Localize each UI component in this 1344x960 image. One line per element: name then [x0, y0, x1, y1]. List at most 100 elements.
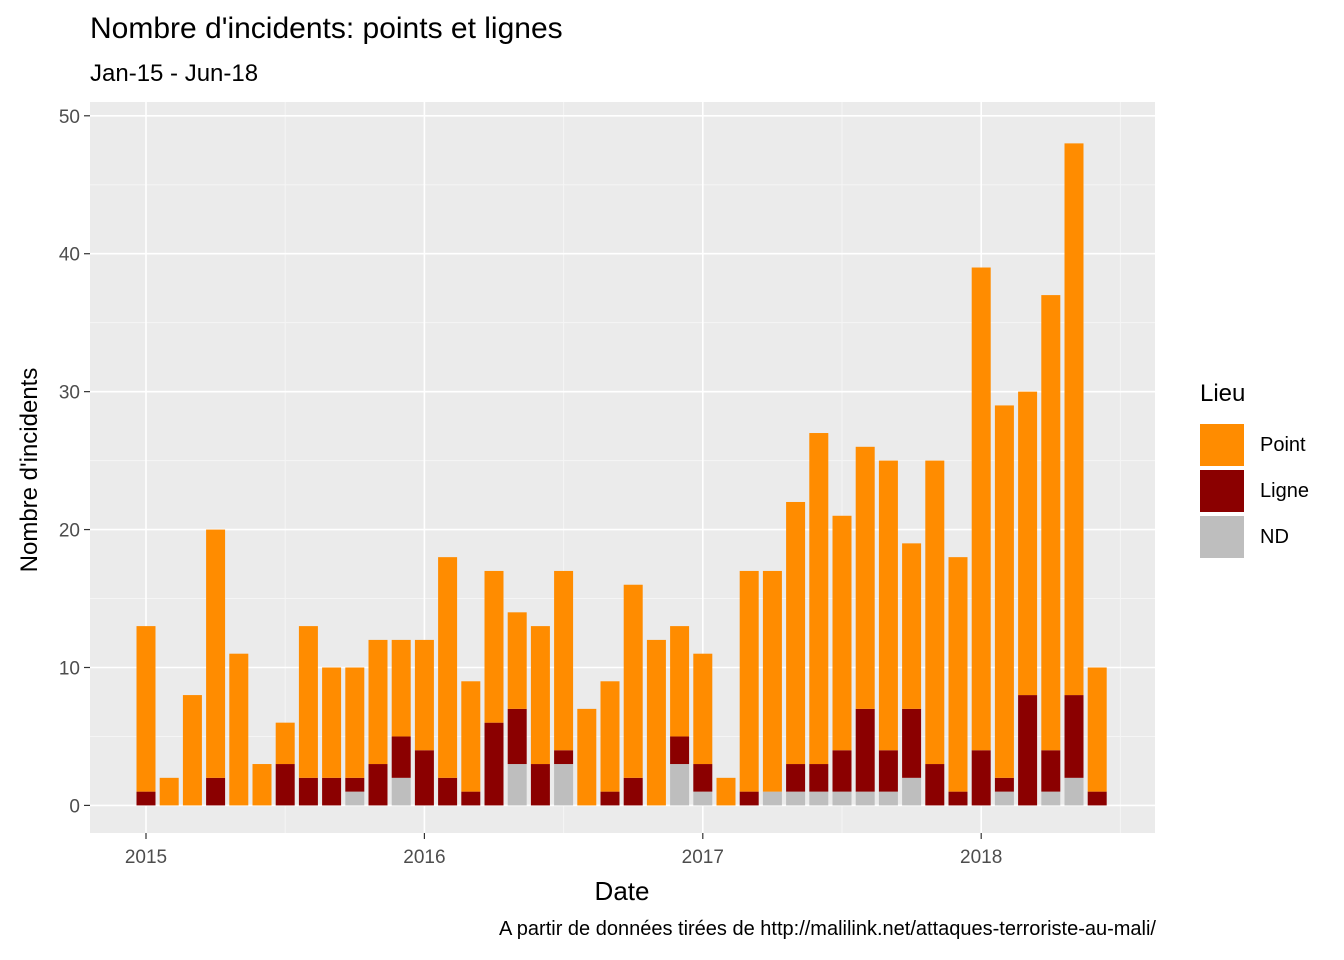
legend-item-ligne: Ligne — [1200, 468, 1309, 514]
y-tick-label: 0 — [69, 796, 80, 817]
bar-nd-apr-17 — [762, 791, 782, 806]
bar-point-mar-18 — [1018, 391, 1038, 696]
bar-point-sep-15 — [322, 667, 342, 778]
legend-title: Lieu — [1200, 380, 1246, 407]
bar-point-nov-15 — [368, 639, 388, 765]
bar-nd-oct-17 — [902, 777, 922, 806]
bar-point-mar-17 — [739, 570, 759, 792]
bar-ligne-sep-15 — [322, 777, 342, 806]
bar-ligne-aug-15 — [298, 777, 318, 806]
bar-ligne-jun-17 — [809, 764, 829, 792]
bar-point-jun-16 — [530, 626, 550, 765]
bar-point-apr-17 — [762, 570, 782, 792]
bar-point-aug-17 — [855, 446, 875, 709]
bar-ligne-mar-18 — [1018, 695, 1038, 806]
x-tick-label: 2018 — [960, 847, 1002, 868]
legend-key-point — [1200, 424, 1244, 466]
bar-point-aug-16 — [577, 708, 597, 806]
bar-ligne-nov-17 — [925, 764, 945, 806]
bar-ligne-aug-17 — [855, 708, 875, 792]
legend-key-ligne — [1200, 470, 1244, 512]
bar-ligne-may-17 — [786, 764, 806, 792]
bar-nd-may-16 — [507, 764, 527, 806]
bar-point-may-17 — [786, 501, 806, 765]
chart-title: Nombre d'incidents: points et lignes — [90, 12, 563, 45]
bar-ligne-apr-16 — [484, 722, 504, 806]
y-tick-label: 40 — [59, 245, 80, 266]
y-tick-label: 30 — [59, 383, 80, 404]
bar-point-sep-17 — [878, 460, 898, 751]
y-tick-label: 50 — [59, 107, 80, 128]
bar-point-feb-18 — [994, 405, 1014, 778]
bar-point-mar-16 — [461, 681, 481, 792]
bar-point-jan-18 — [971, 267, 991, 751]
bar-point-mar-15 — [182, 695, 202, 806]
bar-point-jun-18 — [1087, 667, 1107, 792]
bar-ligne-sep-16 — [600, 791, 620, 806]
bar-ligne-jan-15 — [136, 791, 156, 806]
chart-subtitle: Jan-15 - Jun-18 — [90, 60, 259, 87]
bar-nd-dec-16 — [670, 764, 690, 806]
bar-point-nov-17 — [925, 460, 945, 765]
bar-ligne-dec-17 — [948, 791, 968, 806]
bar-point-may-15 — [229, 653, 249, 806]
bar-ligne-feb-18 — [994, 777, 1014, 792]
x-tick-label: 2017 — [682, 847, 724, 868]
y-axis-label: Nombre d'incidents — [16, 367, 43, 573]
bar-nd-jul-16 — [554, 764, 574, 806]
legend-label-nd: ND — [1260, 525, 1289, 548]
bar-nd-oct-15 — [345, 791, 365, 806]
bar-point-dec-17 — [948, 557, 968, 792]
bar-point-may-16 — [507, 612, 527, 709]
bar-nd-aug-17 — [855, 791, 875, 806]
bar-nd-may-18 — [1064, 777, 1084, 806]
legend-label-point: Point — [1260, 433, 1306, 456]
bar-point-jun-17 — [809, 433, 829, 765]
bar-point-nov-16 — [646, 639, 666, 806]
bar-point-jul-15 — [275, 722, 295, 765]
y-tick-label: 20 — [59, 521, 80, 542]
bar-nd-jan-17 — [693, 791, 713, 806]
bar-ligne-mar-17 — [739, 791, 759, 806]
bar-nd-sep-17 — [878, 791, 898, 806]
bar-nd-jul-17 — [832, 791, 852, 806]
legend-label-ligne: Ligne — [1260, 479, 1309, 502]
x-tick-label: 2016 — [403, 847, 445, 868]
bar-ligne-jan-17 — [693, 764, 713, 792]
bar-ligne-jan-18 — [971, 750, 991, 806]
x-tick-label: 2015 — [125, 847, 167, 868]
bar-point-aug-15 — [298, 626, 318, 778]
bar-ligne-mar-16 — [461, 791, 481, 806]
bar-ligne-jun-16 — [530, 764, 550, 806]
bar-point-feb-17 — [716, 777, 736, 806]
bar-point-dec-15 — [391, 639, 411, 737]
bar-nd-apr-18 — [1041, 791, 1061, 806]
bar-point-apr-18 — [1041, 295, 1061, 751]
bar-point-apr-16 — [484, 570, 504, 723]
legend-item-point: Point — [1200, 422, 1309, 468]
bar-nd-feb-18 — [994, 791, 1014, 806]
bar-point-jul-16 — [554, 570, 574, 751]
bar-ligne-jul-15 — [275, 764, 295, 806]
bar-ligne-jun-18 — [1087, 791, 1107, 806]
bar-point-sep-16 — [600, 681, 620, 792]
bar-ligne-dec-16 — [670, 736, 690, 765]
bar-ligne-may-18 — [1064, 695, 1084, 778]
legend-item-nd: ND — [1200, 514, 1309, 560]
bar-ligne-apr-15 — [206, 777, 226, 806]
bar-point-feb-16 — [438, 557, 458, 778]
legend-key-nd — [1200, 516, 1244, 558]
bar-point-jan-17 — [693, 653, 713, 765]
bar-point-apr-15 — [206, 529, 226, 778]
bar-ligne-jul-17 — [832, 750, 852, 792]
bar-ligne-jan-16 — [414, 750, 434, 806]
y-tick-label: 10 — [59, 658, 80, 679]
bar-nd-may-17 — [786, 791, 806, 806]
bar-nd-dec-15 — [391, 777, 411, 806]
bar-ligne-apr-18 — [1041, 750, 1061, 792]
bar-ligne-oct-17 — [902, 708, 922, 778]
bar-nd-jun-17 — [809, 791, 829, 806]
bar-point-oct-15 — [345, 667, 365, 778]
bar-ligne-dec-15 — [391, 736, 411, 778]
